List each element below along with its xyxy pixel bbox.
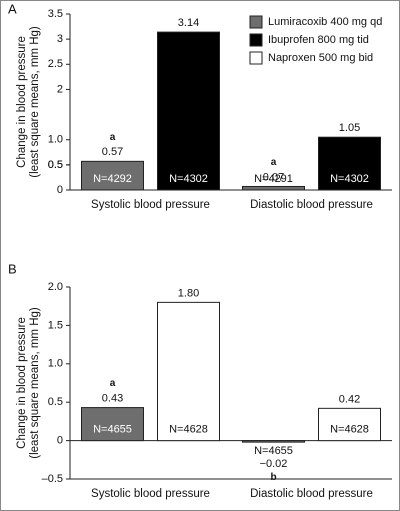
- panel-label: A: [8, 1, 17, 16]
- bar: [318, 136, 381, 191]
- value-label: 0.43: [102, 392, 123, 404]
- y-tick-label: 3.5: [48, 8, 63, 20]
- bar: [81, 407, 144, 442]
- y-tick-label: 0: [57, 184, 63, 196]
- value-label: 3.14: [178, 17, 199, 29]
- n-label: N=4292: [93, 173, 132, 185]
- value-label: 1.80: [178, 287, 199, 299]
- bar: [157, 31, 220, 191]
- n-label: N=4302: [330, 173, 369, 185]
- y-tick-label: 1.0: [48, 134, 63, 146]
- bar: [318, 407, 381, 442]
- y-tick-label: 2.5: [48, 58, 63, 70]
- y-tick-label: 3: [57, 33, 63, 45]
- y-tick-label: 1.5: [48, 319, 63, 331]
- y-tick-label: 0.5: [48, 396, 63, 408]
- y-axis-title: Change in blood pressure: [16, 36, 28, 168]
- legend-label: Naproxen 500 mg bid: [268, 52, 373, 64]
- note: b: [270, 472, 276, 483]
- x-tick-label: Diastolic blood pressure: [250, 199, 373, 211]
- x-tick-label: Systolic blood pressure: [91, 199, 210, 211]
- bar: [242, 440, 305, 443]
- y-tick-label: 0.5: [48, 159, 63, 171]
- legend-swatch: [249, 33, 263, 47]
- y-tick-label: 1.0: [48, 358, 63, 370]
- y-tick-label: 0.5: [48, 159, 63, 171]
- note: a: [271, 157, 277, 168]
- y-tick-label: 2: [57, 83, 63, 95]
- value-label: 0.57: [102, 146, 123, 158]
- value-label: 0.42: [339, 393, 360, 405]
- x-tick-label: Diastolic blood pressure: [250, 488, 373, 500]
- bar: [157, 301, 220, 442]
- n-label: N=4628: [169, 424, 208, 436]
- legend-swatch: [249, 15, 263, 29]
- legend-label: Ibuprofen 800 mg tid: [268, 34, 369, 46]
- bar: [81, 160, 144, 191]
- y-axis-title: Change in blood pressure: [16, 317, 28, 449]
- panel-label: B: [8, 261, 17, 276]
- n-label: N=4655: [254, 445, 293, 457]
- y-axis-title: (least square means, mm Hg): [29, 307, 41, 459]
- note: a: [110, 378, 116, 389]
- value-label: −0.02: [260, 458, 288, 470]
- value-label: 1.05: [339, 122, 360, 134]
- y-tick-label: –0.5: [42, 473, 63, 485]
- legend-label: Lumiracoxib 400 mg qd: [268, 16, 382, 28]
- y-tick-label: 2.0: [48, 281, 63, 293]
- y-tick-label: 0: [57, 435, 63, 447]
- n-label: N=4655: [93, 424, 132, 436]
- x-tick-label: Systolic blood pressure: [91, 488, 210, 500]
- legend-swatch: [249, 51, 263, 65]
- n-label: N=4302: [169, 173, 208, 185]
- bar: [242, 185, 305, 191]
- value-label: 0.07: [263, 171, 284, 183]
- y-axis-title: (least square means, mm Hg): [29, 26, 41, 178]
- n-label: N=4628: [330, 424, 369, 436]
- n-label: N=4291: [254, 173, 293, 185]
- note: a: [110, 132, 116, 143]
